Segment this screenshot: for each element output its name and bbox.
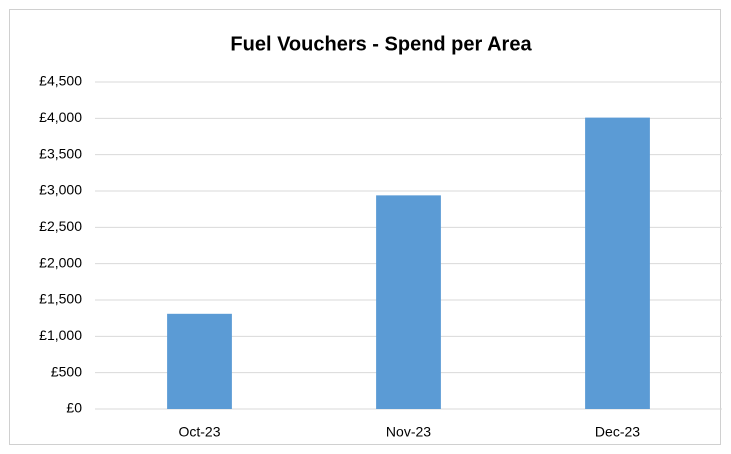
x-tick-label: Nov-23 (386, 424, 431, 440)
chart-title: Fuel Vouchers - Spend per Area (230, 33, 532, 55)
x-tick-label: Oct-23 (178, 424, 220, 440)
y-tick-label: £3,000 (39, 182, 82, 198)
y-tick-label: £1,500 (39, 291, 82, 307)
y-tick-label: £1,000 (39, 327, 82, 343)
y-tick-label: £500 (51, 363, 82, 379)
y-tick-label: £3,500 (39, 145, 82, 161)
bar (167, 313, 232, 409)
y-tick-label: £2,000 (39, 254, 82, 270)
y-tick-label: £4,500 (39, 73, 82, 89)
y-tick-label: £4,000 (39, 109, 82, 125)
y-tick-label: £0 (66, 400, 82, 416)
x-tick-label: Dec-23 (595, 424, 640, 440)
y-tick-label: £2,500 (39, 218, 82, 234)
bar (376, 195, 441, 409)
bar (585, 117, 650, 410)
